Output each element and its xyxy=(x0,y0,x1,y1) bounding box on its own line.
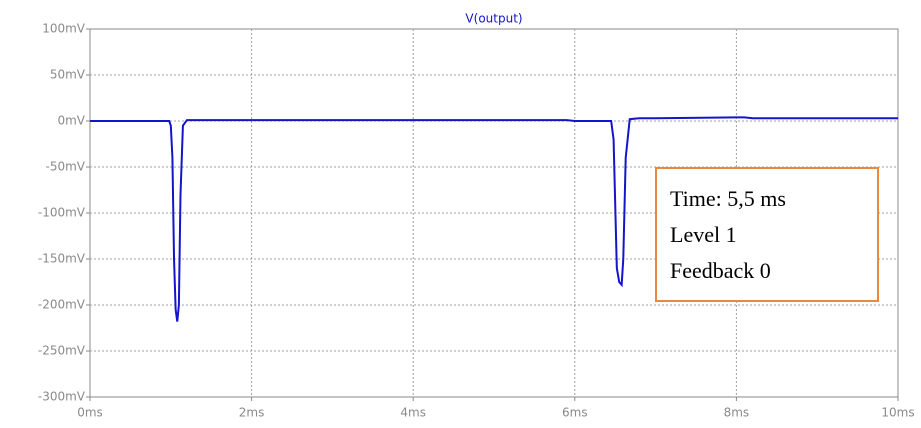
annotation-text: Level 1 xyxy=(670,222,737,247)
y-tick-label: -150mV xyxy=(38,252,86,266)
x-tick-label: 10ms xyxy=(881,406,914,420)
x-tick-label: 0ms xyxy=(77,406,103,420)
y-tick-label: -250mV xyxy=(38,344,86,358)
annotation-text: Feedback 0 xyxy=(670,258,771,283)
y-tick-label: 100mV xyxy=(42,22,86,36)
trace-line xyxy=(90,116,898,322)
x-tick-label: 6ms xyxy=(562,406,588,420)
y-tick-label: 50mV xyxy=(50,68,86,82)
y-tick-label: -300mV xyxy=(38,390,86,404)
annotation-box xyxy=(655,167,879,302)
annotation-text: Time: 5,5 ms xyxy=(670,186,786,211)
x-tick-label: 8ms xyxy=(724,406,750,420)
y-tick-label: -50mV xyxy=(46,160,86,174)
x-tick-label: 2ms xyxy=(239,406,265,420)
x-tick-label: 4ms xyxy=(400,406,426,420)
trace-label: V(output) xyxy=(465,12,522,26)
y-tick-label: -200mV xyxy=(38,298,86,312)
y-tick-label: 0mV xyxy=(57,114,85,128)
y-tick-label: -100mV xyxy=(38,206,86,220)
